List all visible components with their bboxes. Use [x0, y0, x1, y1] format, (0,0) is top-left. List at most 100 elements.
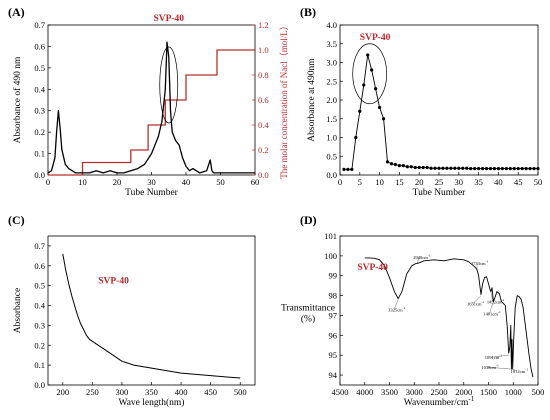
- x-tick-label: 0: [46, 177, 50, 187]
- x-tick-label: 30: [455, 177, 464, 187]
- panel-a-chart: 0 10 20 30 40 50 600.00.10.20.30.40.50.60.70.0…: [8, 5, 289, 198]
- y-tick-label: 0.7: [34, 20, 45, 30]
- y-tick-label: 95: [329, 350, 338, 360]
- x-tick-label: 250: [86, 387, 99, 397]
- data-point: [346, 167, 350, 171]
- data-point: [393, 162, 398, 167]
- x-tick-label: 400: [175, 387, 188, 397]
- x-tick-label: 20: [415, 177, 424, 187]
- peak-label-superscript: -1: [501, 298, 504, 302]
- y-tick-label: 3.5: [326, 39, 337, 49]
- data-point: [496, 167, 500, 171]
- peak-leader-line: [487, 366, 512, 370]
- peak-label-superscript: -1: [525, 368, 528, 372]
- peak-leader-line: [394, 299, 399, 310]
- plot-frame: [47, 235, 256, 386]
- y-tick-label: 0.0: [34, 170, 45, 180]
- y-tick-label: 0.6: [34, 261, 45, 271]
- peak-label-text: 1401cm: [483, 312, 498, 317]
- y-axis-label: Transmittance: [281, 304, 335, 314]
- x-tick-label: 10: [78, 177, 87, 187]
- data-point: [366, 53, 370, 57]
- y-tick-label: 97: [329, 310, 338, 320]
- x-tick-label: 450: [204, 387, 217, 397]
- y-tick-label: 0.5: [326, 151, 337, 161]
- y-tick-label: 0.2: [34, 127, 45, 137]
- x-tick-label: 60: [251, 177, 260, 187]
- right-y-axis-label: The molar concentration of Nacl（mol/L）: [279, 21, 289, 178]
- data-point: [358, 109, 362, 113]
- x-tick-label: 2500: [431, 387, 448, 397]
- peak-leader-line: [417, 256, 420, 264]
- data-point: [381, 117, 386, 121]
- panel-d-chart: 4500 4000 3500 3000 2500 2000 1500 1000 500 94 95 9…: [281, 213, 544, 408]
- plot-frame: [339, 24, 539, 176]
- data-point: [532, 167, 536, 171]
- data-point: [516, 167, 520, 171]
- x-tick-label: 15: [395, 177, 404, 187]
- nacl-gradient-line: [48, 49, 255, 176]
- panel-label: (A): [8, 5, 25, 19]
- peak-ellipse: [352, 43, 388, 105]
- x-tick-label: 40: [182, 177, 191, 187]
- right-y-tick-label: 0.8: [258, 70, 269, 80]
- y-tick-label: 0.1: [34, 149, 45, 159]
- peak-label: 1401cm-1: [483, 310, 501, 317]
- y-tick-label: 0.7: [34, 241, 45, 251]
- peak-label-text: 1091cm: [485, 355, 500, 360]
- y-tick-label: 0.6: [34, 41, 45, 51]
- peak-leader-line: [490, 291, 494, 302]
- peak-label-text: 2940cm: [413, 255, 428, 260]
- peak-leader-line: [472, 295, 482, 304]
- data-point: [528, 167, 532, 171]
- peak-label: 1012cm-1: [511, 368, 529, 375]
- x-tick-label: 300: [116, 387, 129, 397]
- peak-label-superscript: -1: [485, 259, 488, 263]
- data-point: [477, 167, 481, 171]
- x-tick-label: 50: [216, 177, 225, 187]
- x-tick-label: 5: [358, 177, 362, 187]
- right-y-tick-label: 0.2: [258, 145, 269, 155]
- svp-40-label: SVP-40: [357, 263, 388, 273]
- y-axis-label: Absorbance at 490nm: [307, 58, 317, 142]
- peak-label-superscript: -1: [499, 354, 502, 358]
- peak-label: 3325cm-1: [388, 306, 406, 313]
- y-tick-label: 100: [324, 251, 337, 261]
- y-tick-label: 0.5: [34, 63, 45, 73]
- x-axis-label: Tube Number: [413, 188, 467, 198]
- data-point: [480, 167, 485, 171]
- data-point: [397, 164, 401, 168]
- peak-label: 1733cm-1: [471, 259, 489, 266]
- peak-label-superscript: -1: [496, 364, 499, 368]
- panel-label: (B): [300, 5, 316, 19]
- data-point: [342, 167, 346, 171]
- data-point: [469, 167, 473, 171]
- peak-label: 2940cm-1: [413, 253, 431, 260]
- data-point: [421, 165, 425, 170]
- data-point: [512, 167, 516, 171]
- y-axis-label: Absorbance: [13, 288, 23, 333]
- right-y-tick-label: 0.4: [258, 120, 269, 130]
- transmittance-line: [364, 257, 534, 378]
- data-point: [370, 68, 374, 72]
- y-tick-label: 101: [324, 231, 337, 241]
- y-tick-label: 0.4: [34, 301, 45, 311]
- absorbance-line: [47, 41, 255, 174]
- data-point: [354, 135, 358, 140]
- svp-40-label: SVP-40: [360, 33, 391, 43]
- data-point: [465, 166, 469, 170]
- data-point: [461, 166, 465, 170]
- peak-label-superscript: -1: [403, 306, 406, 310]
- data-point: [536, 167, 540, 171]
- y-tick-label: 1.0: [326, 133, 337, 143]
- data-point: [433, 166, 437, 170]
- y-axis-label: Absorbance of 490 nm: [12, 56, 23, 143]
- y-tick-label: 2.0: [326, 95, 337, 105]
- peak-label-text: 1733cm: [471, 261, 486, 266]
- data-point: [378, 105, 382, 110]
- peak-label-text: 1038cm: [481, 365, 496, 370]
- x-axis-label: Wavenumber/cm-1: [404, 395, 475, 408]
- x-tick-label: 25: [435, 177, 444, 187]
- peak-label: 1651cm-1: [467, 300, 485, 307]
